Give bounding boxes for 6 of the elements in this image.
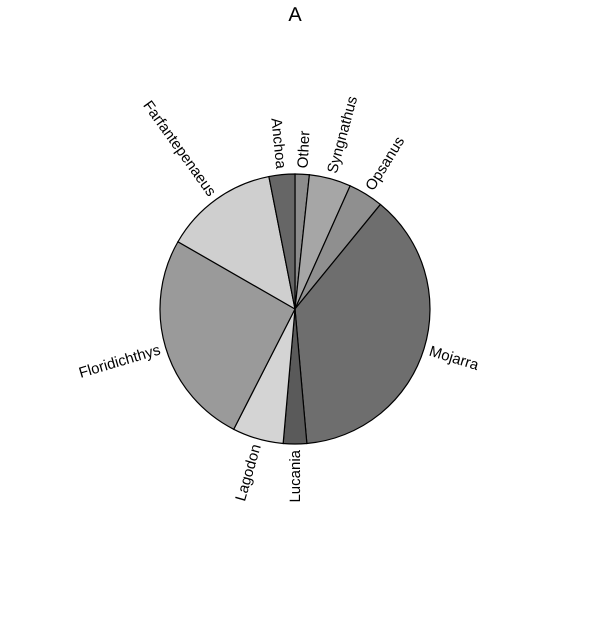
chart-title: A	[288, 4, 302, 26]
slice-label: Anchoa	[267, 117, 290, 170]
slice-label: Lucania	[287, 449, 304, 503]
slice-label: Other	[294, 130, 314, 169]
slice-label: Lagodon	[232, 442, 265, 504]
slice-label: Mojarra	[427, 342, 482, 374]
